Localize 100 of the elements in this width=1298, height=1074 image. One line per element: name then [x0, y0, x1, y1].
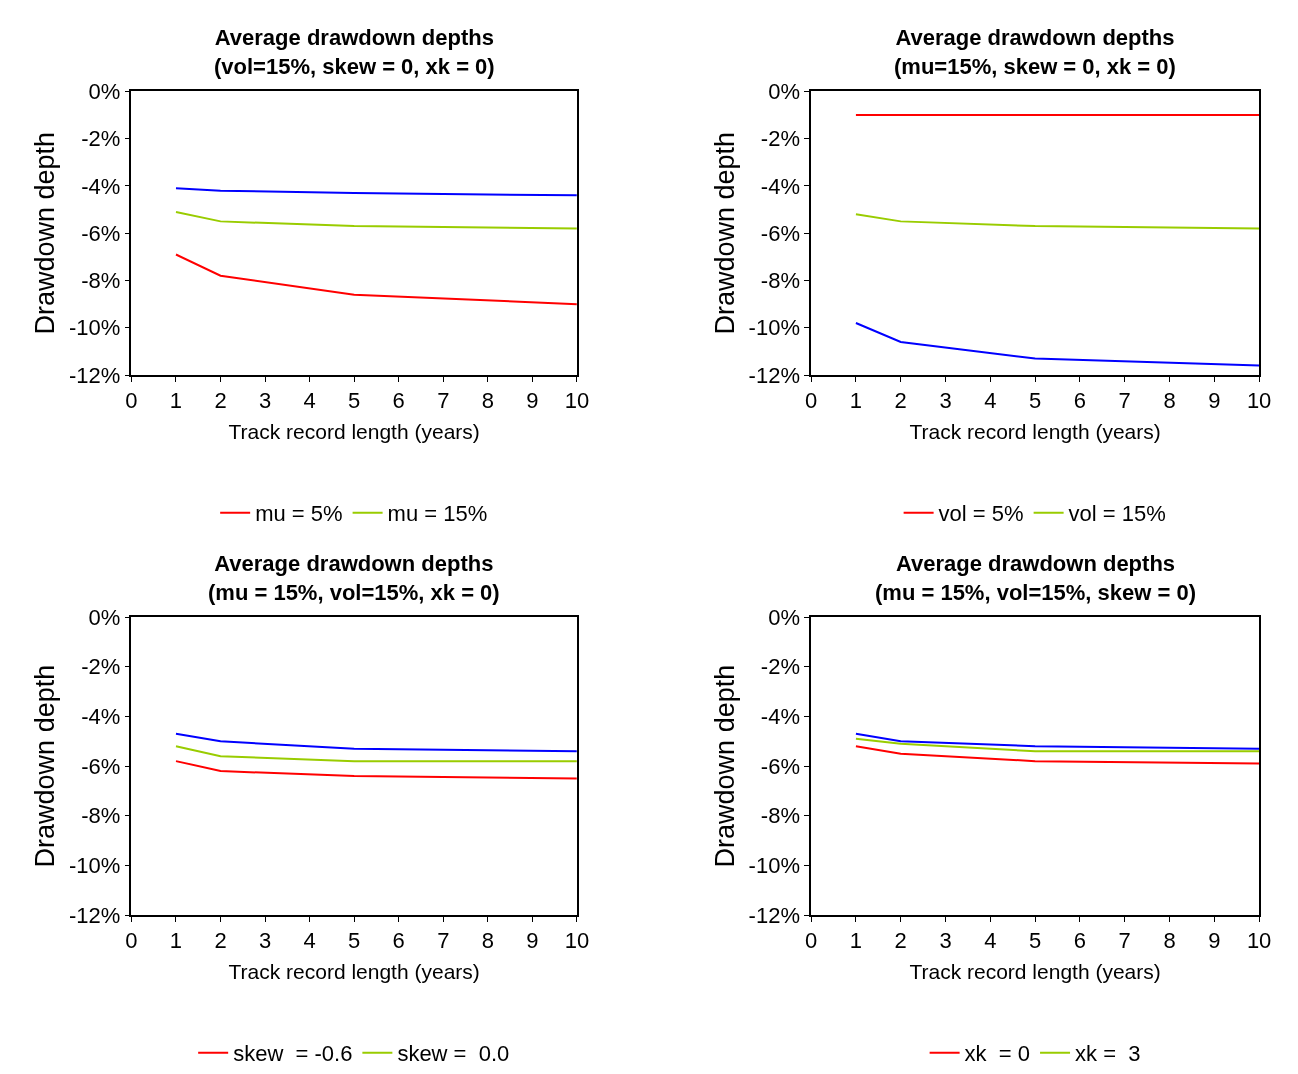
line-series [174, 732, 577, 753]
y-tick-label: -2% [81, 126, 121, 152]
y-tick-label: -2% [81, 654, 121, 680]
x-tick-label: 10 [564, 388, 590, 414]
x-tick-label: 8 [481, 388, 494, 414]
x-tick-label: 7 [1118, 388, 1131, 414]
x-tick-label: 5 [348, 928, 361, 954]
line-series [174, 187, 577, 197]
y-tick-label: -6% [81, 220, 121, 246]
legend-label: xk = 0 [964, 1041, 1031, 1067]
x-tick-label: 7 [437, 928, 450, 954]
x-tick-label: 9 [1208, 928, 1221, 954]
y-tick-label: -8% [81, 803, 121, 829]
x-tick-label: 4 [984, 928, 997, 954]
line-series [174, 253, 577, 306]
x-tick-label: 6 [392, 388, 405, 414]
legend-label: xk = 3 [1075, 1041, 1141, 1067]
y-tick-label: -12% [68, 362, 121, 388]
y-tick-label: -12% [748, 902, 800, 928]
y-tick-label: -10% [748, 315, 800, 341]
line-series [174, 760, 577, 780]
x-tick-label: 6 [1073, 928, 1087, 954]
x-tick-label: 6 [1073, 388, 1087, 414]
x-tick-label: 3 [258, 928, 272, 954]
y-tick-label: -10% [68, 853, 121, 879]
x-tick-label: 5 [1028, 928, 1042, 954]
x-tick-label: 10 [1246, 928, 1272, 954]
y-tick-label: -8% [760, 803, 800, 829]
y-axis-title: Drawdown depth [30, 664, 61, 868]
chart-title: Average drawdown depths (mu = 15%, vol=15%, skew = 0) [875, 551, 1196, 605]
x-tick-label: 1 [169, 388, 183, 414]
x-tick-label: 3 [939, 388, 952, 414]
line-series [854, 745, 1260, 765]
y-tick-label: -12% [68, 902, 121, 928]
x-tick-label: 9 [1208, 388, 1221, 414]
x-tick-label: 0 [804, 928, 818, 954]
legend-label: skew = 0.0 [397, 1041, 510, 1067]
x-tick-label: 8 [1163, 388, 1176, 414]
legend-label: mu = 15% [387, 501, 488, 527]
legend-label: mu = 5% [255, 501, 343, 527]
y-tick-label: -8% [760, 268, 800, 294]
y-axis-title: Drawdown depth [710, 131, 741, 335]
y-tick-label: -6% [760, 753, 800, 779]
line-series [854, 213, 1260, 230]
x-tick-label: 10 [1246, 388, 1272, 414]
y-tick-label: -4% [81, 704, 121, 730]
line-series [854, 322, 1260, 367]
chart-title: Average drawdown depths (mu = 15%, vol=15%, xk = 0) [208, 551, 500, 605]
x-axis-title: Track record length (years) [228, 959, 480, 983]
x-tick-label: 10 [564, 928, 590, 954]
x-axis-title: Track record length (years) [228, 419, 480, 443]
x-tick-label: 8 [1163, 928, 1176, 954]
x-tick-label: 7 [1118, 928, 1131, 954]
x-tick-label: 0 [804, 388, 818, 414]
y-tick-label: 0% [768, 604, 800, 630]
x-tick-label: 3 [939, 928, 952, 954]
x-axis-title: Track record length (years) [909, 959, 1161, 983]
x-tick-label: 8 [481, 928, 494, 954]
y-tick-label: -6% [760, 220, 800, 246]
x-tick-label: 9 [526, 928, 539, 954]
y-tick-label: -4% [760, 704, 800, 730]
y-tick-label: 0% [88, 604, 121, 630]
legend-label: skew = -0.6 [233, 1041, 353, 1067]
line-series [174, 210, 577, 230]
x-tick-label: 4 [303, 388, 316, 414]
x-tick-label: 2 [894, 388, 907, 414]
line-series [854, 732, 1260, 750]
y-tick-label: -2% [760, 126, 800, 152]
x-tick-label: 2 [214, 928, 227, 954]
x-tick-label: 1 [849, 388, 863, 414]
y-tick-label: -2% [760, 654, 800, 680]
chart-title: Average drawdown depths (mu=15%, skew = 0, xk = 0) [894, 25, 1176, 79]
x-tick-label: 3 [258, 388, 272, 414]
y-tick-label: -12% [748, 362, 800, 388]
x-tick-label: 5 [1028, 388, 1042, 414]
y-tick-label: -6% [81, 753, 121, 779]
x-tick-label: 5 [348, 388, 361, 414]
legend-label: vol = 5% [938, 501, 1024, 527]
x-tick-label: 0 [125, 388, 138, 414]
legend-label: vol = 15% [1068, 501, 1166, 527]
y-tick-label: -4% [760, 173, 800, 199]
x-tick-label: 7 [437, 388, 450, 414]
y-tick-label: -10% [68, 315, 121, 341]
y-tick-label: 0% [88, 79, 121, 105]
x-tick-label: 6 [392, 928, 405, 954]
chart-title: Average drawdown depths (vol=15%, skew = 0, xk = 0) [214, 25, 495, 79]
y-tick-label: -10% [748, 853, 800, 879]
x-tick-label: 0 [125, 928, 138, 954]
x-tick-label: 2 [214, 388, 227, 414]
x-tick-label: 4 [984, 388, 997, 414]
y-axis-title: Drawdown depth [710, 664, 741, 868]
x-tick-label: 4 [303, 928, 316, 954]
y-tick-label: 0% [768, 79, 800, 105]
x-tick-label: 1 [849, 928, 863, 954]
x-tick-label: 2 [894, 928, 907, 954]
x-tick-label: 9 [526, 388, 539, 414]
x-axis-title: Track record length (years) [909, 419, 1161, 443]
y-tick-label: -4% [81, 173, 121, 199]
y-axis-title: Drawdown depth [30, 131, 61, 335]
x-tick-label: 1 [169, 928, 183, 954]
